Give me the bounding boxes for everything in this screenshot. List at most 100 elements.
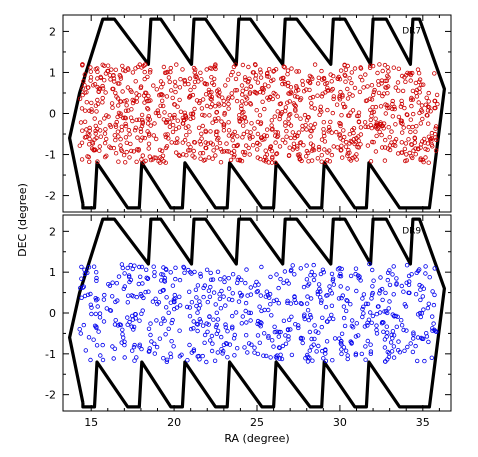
data-point bbox=[427, 275, 432, 280]
data-point bbox=[426, 339, 431, 345]
data-point bbox=[319, 152, 324, 158]
data-point bbox=[320, 348, 325, 354]
data-point bbox=[365, 84, 370, 89]
data-point bbox=[239, 83, 245, 88]
data-point bbox=[345, 286, 350, 291]
data-point bbox=[89, 305, 94, 310]
data-point bbox=[173, 296, 178, 301]
data-point bbox=[428, 109, 433, 114]
data-point bbox=[413, 151, 418, 157]
data-point bbox=[245, 350, 250, 355]
data-point bbox=[208, 129, 213, 134]
data-point bbox=[138, 84, 144, 89]
data-point bbox=[259, 308, 264, 314]
data-point bbox=[195, 328, 200, 334]
data-point bbox=[277, 345, 282, 351]
data-point bbox=[226, 106, 231, 111]
data-point bbox=[339, 143, 344, 148]
data-point bbox=[414, 123, 419, 129]
data-point bbox=[88, 357, 93, 363]
data-point bbox=[354, 135, 359, 141]
data-point bbox=[341, 128, 346, 133]
data-point bbox=[147, 348, 152, 354]
data-point bbox=[400, 121, 405, 126]
data-point bbox=[264, 353, 269, 359]
data-point bbox=[292, 94, 298, 99]
data-point bbox=[164, 119, 169, 125]
data-point bbox=[254, 289, 259, 295]
data-point bbox=[119, 148, 125, 154]
data-point bbox=[219, 347, 224, 352]
footprint-outline bbox=[68, 217, 446, 409]
data-point bbox=[360, 314, 365, 320]
data-point bbox=[178, 76, 183, 82]
data-point bbox=[129, 348, 135, 353]
data-point bbox=[321, 356, 326, 361]
data-point bbox=[162, 278, 167, 283]
data-point bbox=[379, 145, 385, 150]
data-point bbox=[101, 77, 107, 83]
data-point bbox=[270, 126, 275, 132]
data-point bbox=[125, 315, 130, 320]
data-point bbox=[270, 96, 275, 102]
data-point bbox=[214, 109, 220, 115]
data-point bbox=[297, 157, 302, 162]
data-point bbox=[255, 119, 261, 125]
data-point bbox=[149, 339, 154, 344]
data-point bbox=[200, 150, 206, 156]
data-point bbox=[335, 145, 340, 150]
data-point bbox=[172, 115, 177, 120]
data-point bbox=[100, 357, 106, 363]
data-point bbox=[434, 137, 439, 142]
data-point bbox=[390, 329, 396, 334]
data-point bbox=[363, 98, 369, 104]
data-point bbox=[79, 276, 84, 281]
data-point bbox=[263, 148, 268, 153]
data-point bbox=[272, 329, 278, 335]
data-point bbox=[322, 147, 327, 152]
data-point bbox=[266, 334, 271, 339]
data-point bbox=[363, 72, 368, 77]
data-point bbox=[391, 355, 397, 360]
data-point bbox=[231, 143, 237, 149]
data-point bbox=[419, 107, 424, 113]
data-point bbox=[207, 338, 213, 343]
data-point bbox=[134, 159, 139, 164]
data-point bbox=[230, 272, 236, 277]
data-point bbox=[360, 77, 365, 83]
data-point bbox=[213, 302, 218, 307]
data-point bbox=[249, 121, 254, 126]
data-point bbox=[380, 68, 385, 74]
data-point bbox=[418, 121, 423, 126]
data-point bbox=[266, 160, 271, 165]
data-point bbox=[359, 351, 364, 357]
data-point bbox=[343, 104, 348, 109]
data-point bbox=[107, 72, 113, 78]
data-point bbox=[152, 270, 157, 275]
data-point bbox=[93, 131, 98, 136]
data-point bbox=[192, 70, 197, 75]
data-point bbox=[340, 94, 345, 99]
data-point bbox=[89, 109, 94, 114]
data-point bbox=[265, 95, 270, 100]
data-point bbox=[127, 279, 132, 285]
data-point bbox=[182, 137, 188, 143]
data-point bbox=[247, 91, 252, 96]
data-point bbox=[307, 73, 313, 79]
data-point bbox=[327, 159, 332, 164]
data-point bbox=[394, 324, 399, 329]
data-point bbox=[384, 334, 389, 339]
data-point bbox=[385, 270, 391, 275]
y-axis-title: DEC (degree) bbox=[16, 183, 29, 257]
data-point bbox=[125, 265, 130, 271]
data-point bbox=[206, 155, 212, 160]
data-point bbox=[376, 90, 382, 96]
data-point bbox=[330, 86, 335, 92]
data-point bbox=[79, 157, 85, 162]
data-point bbox=[268, 144, 274, 149]
data-point bbox=[136, 281, 141, 287]
data-point bbox=[148, 123, 153, 128]
data-point bbox=[374, 122, 380, 127]
data-point bbox=[82, 271, 88, 276]
